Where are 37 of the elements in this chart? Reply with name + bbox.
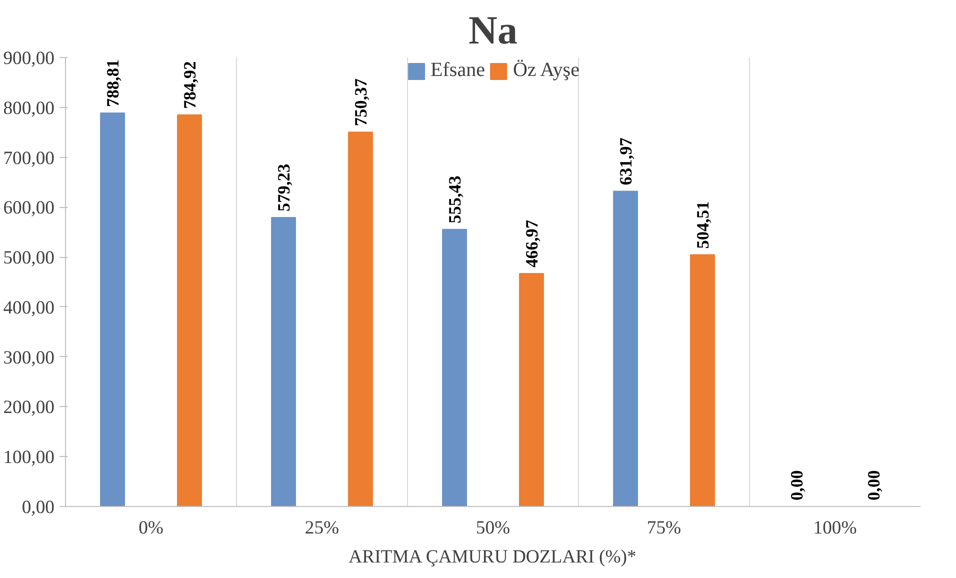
y-tick-label: 900,00 [3, 48, 55, 69]
data-label: 0,00 [788, 470, 807, 500]
bar [690, 254, 715, 506]
data-label: 631,97 [616, 137, 636, 186]
chart-title: Na [468, 8, 518, 52]
bar [613, 190, 638, 506]
x-tick-label: 75% [646, 518, 682, 538]
data-label: 504,51 [693, 201, 712, 249]
y-tick-label: 800,00 [3, 98, 55, 119]
bar [519, 273, 544, 506]
x-tick-label: 0% [138, 518, 164, 538]
y-tick-label: 500,00 [3, 248, 55, 269]
bar [177, 114, 202, 506]
data-label: 579,23 [274, 164, 294, 212]
x-tick-label: 25% [304, 518, 340, 538]
data-label: 788,81 [104, 59, 123, 107]
bar [271, 217, 296, 506]
y-tick-label: 400,00 [3, 297, 55, 318]
x-axis-title: ARITMA ÇAMURU DOZLARI (%)* [348, 546, 636, 568]
y-tick-label: 600,00 [3, 198, 55, 219]
data-label: 784,92 [180, 61, 200, 109]
x-tick-label: 50% [476, 518, 510, 538]
bar [348, 132, 373, 506]
x-tick-label: 100% [813, 518, 857, 538]
bar [100, 112, 125, 506]
data-label: 466,97 [522, 220, 542, 268]
y-tick-label: 300,00 [3, 347, 55, 368]
data-label: 750,37 [351, 78, 370, 126]
y-tick-label: 100,00 [3, 447, 55, 468]
legend-label: Öz Ayşe [512, 59, 580, 82]
y-tick-label: 700,00 [3, 148, 55, 169]
bar [442, 228, 467, 506]
y-tick-label: 0,00 [22, 497, 55, 518]
y-tick-label: 200,00 [3, 397, 55, 418]
legend-label: Efsane [430, 59, 485, 82]
data-label: 555,43 [446, 175, 465, 224]
data-label: 0,00 [864, 470, 884, 500]
